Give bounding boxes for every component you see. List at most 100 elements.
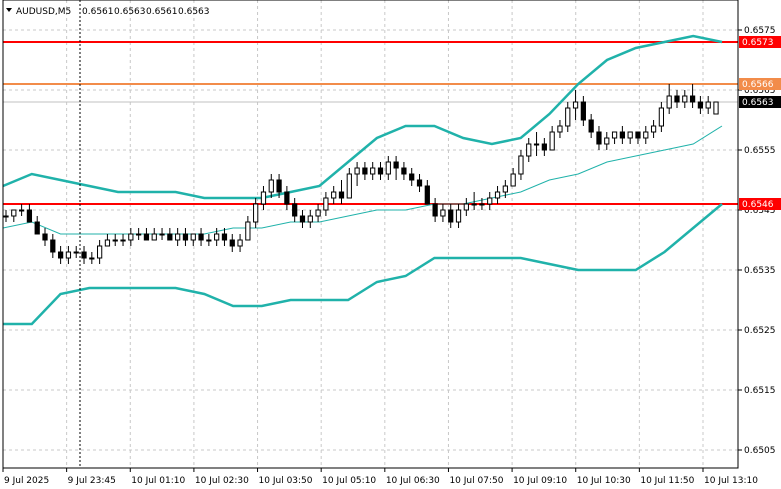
candle-bearish [292, 203, 298, 217]
candle-bullish [175, 233, 181, 241]
x-tick-label: 10 Jul 05:10 [322, 476, 376, 486]
candle-bullish [11, 209, 17, 217]
price-level-label: 0.6566 [742, 80, 774, 90]
candle-bullish [526, 143, 532, 157]
candle-bullish [572, 101, 579, 109]
candle-bullish [611, 131, 618, 139]
candle-bearish [143, 233, 150, 241]
candle-bearish [42, 233, 48, 241]
bollinger-bands [2, 34, 723, 326]
candle-bullish [120, 239, 126, 242]
candle-bullish [455, 209, 462, 223]
candle-bullish [237, 239, 243, 247]
x-tick-label: 10 Jul 07:50 [449, 476, 503, 486]
x-tick-label: 10 Jul 06:30 [386, 476, 440, 486]
candle-bullish [549, 131, 555, 151]
candle-bullish [104, 239, 111, 247]
candle-bullish [245, 221, 251, 241]
candle-bullish [159, 233, 165, 236]
candle-bearish [299, 215, 306, 223]
candle-bearish [182, 233, 189, 241]
candle-bearish [50, 239, 56, 253]
candle-bullish [479, 203, 485, 206]
candle-bearish [377, 167, 384, 175]
candle-bullish [440, 209, 446, 217]
candle-bearish [424, 185, 430, 205]
candle-bullish [136, 233, 142, 236]
candle-bearish [635, 131, 641, 139]
x-tick-label: 10 Jul 13:10 [704, 476, 758, 486]
dropdown-triangle-icon[interactable] [6, 8, 12, 12]
ohlc-open: 0.6561 [82, 7, 114, 17]
y-tick-label: 0.6515 [744, 386, 776, 396]
candle-bullish [705, 101, 711, 109]
candle-bullish [494, 191, 501, 199]
candle-bullish [315, 209, 321, 217]
y-tick-label: 0.6555 [744, 146, 776, 156]
candle-bullish [3, 215, 9, 218]
candle-bullish [354, 167, 360, 175]
y-tick-label: 0.6535 [744, 266, 776, 276]
candle-bearish [409, 173, 415, 181]
candle-bearish [229, 239, 235, 247]
candle-bullish [487, 197, 493, 205]
candle-bearish [432, 203, 438, 217]
x-tick-label: 10 Jul 10:30 [577, 476, 631, 486]
candle-bearish [619, 131, 625, 139]
candle-bullish [666, 95, 672, 109]
price-level-tag [739, 198, 781, 210]
y-tick-label: 0.6575 [744, 26, 776, 36]
plot-frame [2, 0, 739, 469]
candle-bearish [596, 131, 602, 145]
candle-bullish [73, 251, 79, 254]
candle-bullish [151, 233, 157, 241]
y-tick-label: 0.6565 [744, 86, 776, 96]
y-tick-label: 0.6525 [744, 326, 776, 336]
price-level-tag [739, 36, 781, 48]
price-level-label: 0.6546 [742, 200, 774, 210]
candle-bearish [276, 179, 282, 193]
candle-bearish [580, 101, 586, 121]
candle-bullish [268, 179, 274, 193]
chart-header: AUDUSD,M5 0.6561 0.6563 0.6561 0.6563 [6, 7, 210, 17]
candle-bearish [393, 161, 399, 169]
candle-bearish [448, 209, 454, 223]
candle-bullish [89, 257, 95, 260]
x-tick-label: 9 Jul 23:45 [68, 476, 116, 486]
price-level-label: 0.6573 [742, 38, 774, 48]
candle-bearish [697, 101, 704, 109]
candle-bullish [510, 173, 516, 187]
candle-bearish [167, 233, 173, 241]
candle-bullish [682, 95, 688, 103]
candle-bullish [190, 233, 196, 241]
x-tick-label: 10 Jul 03:50 [259, 476, 313, 486]
bollinger-lower-band [3, 203, 723, 326]
candle-bullish [557, 125, 563, 133]
candle-bullish [471, 203, 477, 206]
candle-bearish [284, 191, 290, 205]
candle-bearish [81, 251, 87, 259]
candle-bearish [689, 95, 696, 103]
ohlc-close: 0.6563 [178, 7, 210, 17]
x-tick-label: 9 Jul 2025 [4, 476, 49, 486]
candle-bullish [658, 107, 665, 127]
candle-bullish [627, 131, 633, 139]
candle-bearish [221, 233, 228, 241]
candle-bearish [588, 119, 594, 133]
candle-bullish [502, 185, 508, 193]
candle-bullish [533, 143, 540, 146]
chart-grid [3, 0, 738, 468]
candle-bullish [565, 107, 571, 127]
candle-bearish [34, 221, 40, 235]
candle-bearish [26, 209, 33, 223]
candle-bullish [253, 203, 259, 223]
candle-bullish [206, 239, 212, 242]
candle-bearish [57, 251, 64, 259]
candlestick-series [3, 84, 719, 264]
candle-bearish [362, 167, 368, 175]
candle-bullish [65, 251, 72, 259]
candle-bullish [463, 203, 469, 211]
candle-bullish [346, 173, 352, 199]
candle-bullish [385, 161, 391, 175]
